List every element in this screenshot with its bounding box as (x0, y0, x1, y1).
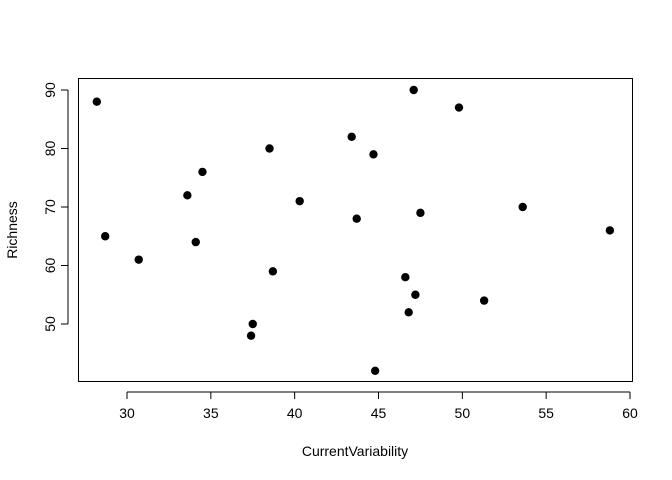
data-point (92, 97, 102, 106)
x-tick-label: 30 (119, 405, 135, 421)
x-tick-label: 60 (622, 405, 638, 421)
x-tick-label: 55 (538, 405, 554, 421)
data-point (183, 191, 192, 200)
y-axis-label: Richness (4, 201, 20, 259)
y-axis: 50 60 70 80 90 (42, 82, 69, 332)
data-point (191, 237, 200, 247)
x-axis-label: CurrentVariability (302, 443, 408, 459)
data-point (369, 150, 378, 159)
data-point (479, 296, 489, 305)
data-point (401, 273, 410, 282)
data-point (134, 255, 143, 264)
data-point (404, 308, 413, 317)
y-tick-label: 60 (42, 258, 58, 274)
y-tick-label: 90 (42, 82, 58, 98)
plot-frame (78, 78, 633, 382)
x-tick-label: 35 (203, 405, 219, 421)
x-tick-label: 40 (287, 405, 303, 421)
data-point (409, 85, 418, 95)
data-point (198, 167, 207, 177)
x-axis: 30 35 40 45 50 55 60 (119, 391, 638, 421)
y-tick-label: 50 (42, 316, 58, 332)
data-point (101, 232, 110, 241)
y-tick-label: 70 (42, 199, 58, 215)
data-point (518, 202, 527, 212)
data-points (92, 85, 615, 375)
data-point (246, 331, 256, 340)
data-point (454, 103, 464, 112)
data-point (265, 144, 274, 153)
data-point (352, 214, 361, 223)
data-point (416, 208, 425, 218)
y-tick-label: 80 (42, 141, 58, 157)
data-point (347, 132, 356, 141)
x-tick-label: 45 (371, 405, 387, 421)
data-point (268, 267, 278, 276)
data-point (370, 366, 380, 375)
data-point (411, 290, 420, 299)
data-point (605, 226, 615, 235)
data-point (248, 319, 257, 329)
data-point (295, 196, 304, 206)
x-tick-label: 50 (455, 405, 471, 421)
